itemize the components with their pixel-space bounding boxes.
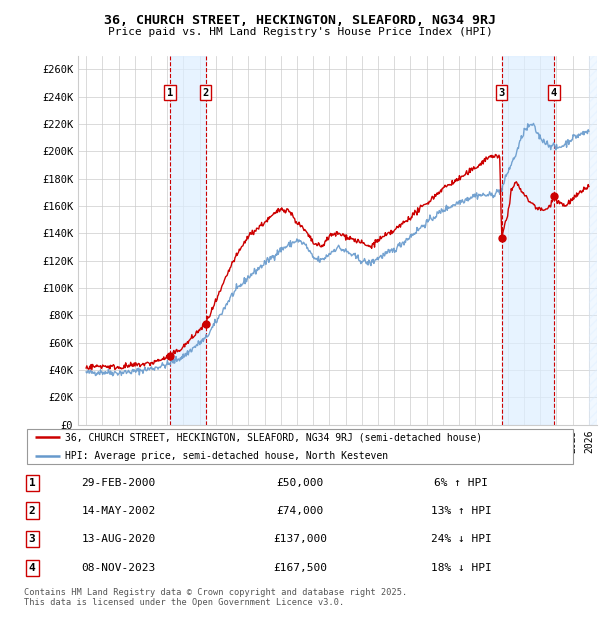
Text: 2: 2 [203,87,209,98]
Text: £167,500: £167,500 [273,563,327,573]
Text: 4: 4 [29,563,35,573]
Bar [589,56,597,425]
Text: 13-AUG-2020: 13-AUG-2020 [82,534,155,544]
Text: 2: 2 [29,505,35,516]
Text: Contains HM Land Registry data © Crown copyright and database right 2025.
This d: Contains HM Land Registry data © Crown c… [24,588,407,607]
Text: 24% ↓ HPI: 24% ↓ HPI [431,534,491,544]
Bar [502,56,554,425]
Text: 13% ↑ HPI: 13% ↑ HPI [431,505,491,516]
Text: 1: 1 [29,478,35,488]
Text: 08-NOV-2023: 08-NOV-2023 [82,563,155,573]
Text: 29-FEB-2000: 29-FEB-2000 [82,478,155,488]
Text: HPI: Average price, semi-detached house, North Kesteven: HPI: Average price, semi-detached house,… [65,451,389,461]
Text: 6% ↑ HPI: 6% ↑ HPI [434,478,488,488]
FancyBboxPatch shape [27,428,573,464]
Text: 14-MAY-2002: 14-MAY-2002 [82,505,155,516]
Text: 1: 1 [167,87,173,98]
Text: 18% ↓ HPI: 18% ↓ HPI [431,563,491,573]
Text: Price paid vs. HM Land Registry's House Price Index (HPI): Price paid vs. HM Land Registry's House … [107,27,493,37]
Text: 36, CHURCH STREET, HECKINGTON, SLEAFORD, NG34 9RJ: 36, CHURCH STREET, HECKINGTON, SLEAFORD,… [104,14,496,27]
Text: £137,000: £137,000 [273,534,327,544]
Text: £74,000: £74,000 [277,505,323,516]
Text: 3: 3 [499,87,505,98]
Text: 3: 3 [29,534,35,544]
Bar [170,56,206,425]
Text: 4: 4 [551,87,557,98]
Text: £50,000: £50,000 [277,478,323,488]
Text: 36, CHURCH STREET, HECKINGTON, SLEAFORD, NG34 9RJ (semi-detached house): 36, CHURCH STREET, HECKINGTON, SLEAFORD,… [65,432,482,442]
